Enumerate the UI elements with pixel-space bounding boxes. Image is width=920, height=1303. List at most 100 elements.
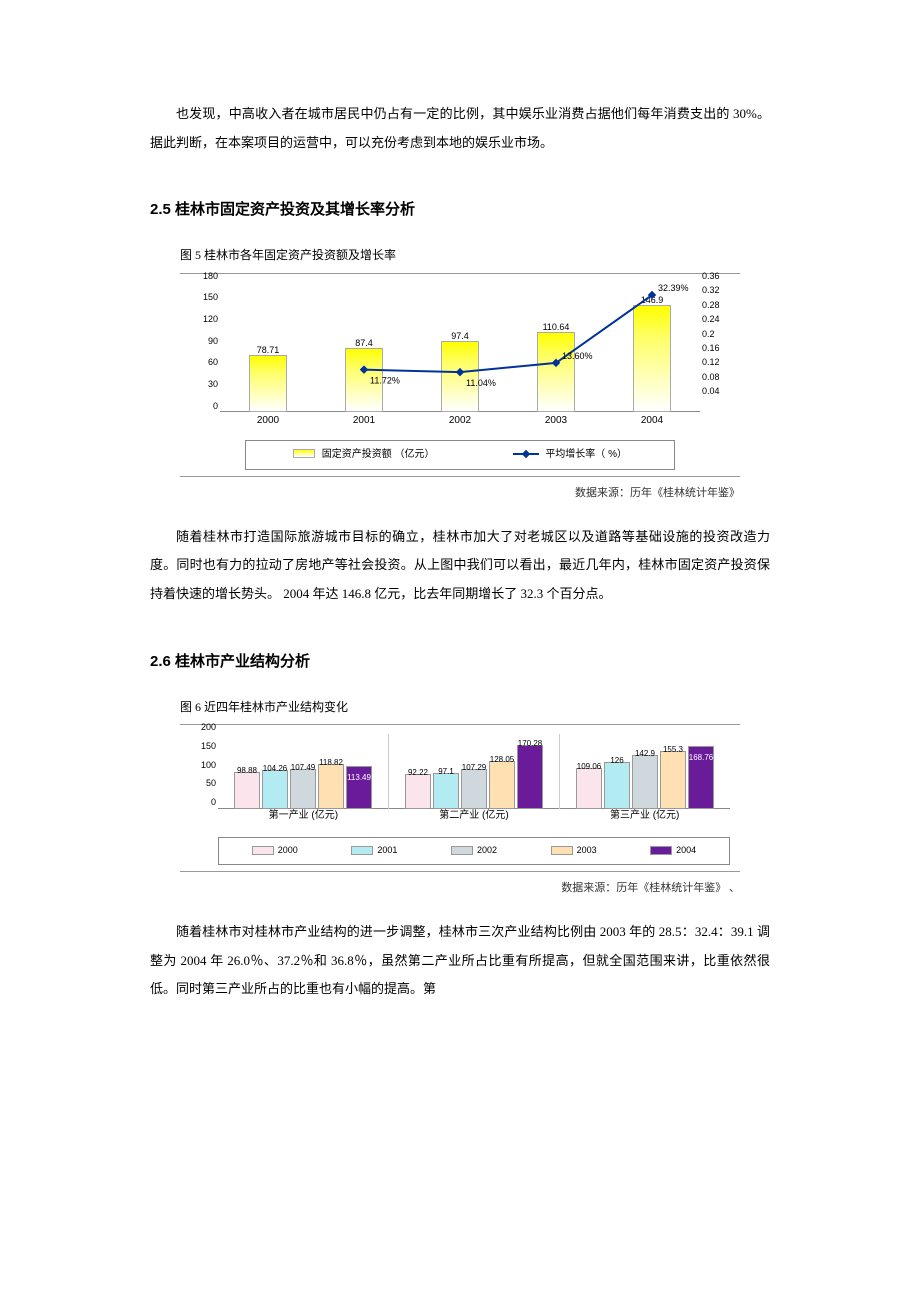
chart-2-bar-label: 168.76 [689,749,713,767]
chart-1-left-y-axis: 0306090120150180 [190,282,218,412]
chart-2-legend-label: 2000 [278,845,298,855]
chart-2-bar: 155.3 [660,751,686,809]
chart-1-bar: 78.71 [249,355,287,412]
legend-bar-item: 固定资产投资额 （亿元） [293,444,435,466]
chart-2-bar-label: 92.22 [408,764,428,782]
chart-2-bar-label: 98.88 [237,762,257,780]
chart-2-group: 98.88104.26107.49118.82113.49 [218,734,389,809]
chart-2-x-tick: 第三产业 (亿元) [559,805,730,827]
chart-1-x-tick: 2000 [257,410,279,432]
chart-2-bar: 118.82 [318,764,344,809]
chart-2-legend-label: 2004 [676,845,696,855]
chart-2-legend-item: 2003 [551,841,597,861]
chart-2-bar: 128.05 [489,761,515,809]
chart-2-legend-label: 2002 [477,845,497,855]
chart-2-y-axis: 050100150200 [190,733,216,808]
chart-2-bar: 109.06 [576,768,602,809]
chart-1-bar: 97.4 [441,341,479,411]
chart-1-yl-tick: 150 [190,288,218,308]
chart-2-y-tick: 50 [190,774,216,794]
figure-6-title: 图 6 近四年桂林市产业结构变化 [180,694,770,720]
chart-2-data-source: 数据来源：历年《桂林统计年鉴》 、 [150,876,740,900]
chart-2-bar-label: 142.9 [635,745,655,763]
chart-1-yl-tick: 0 [190,397,218,417]
chart-1-yr-tick: 0.36 [702,267,732,287]
chart-2-bar-label: 170.28 [518,735,542,753]
chart-2-bar: 98.88 [234,772,260,809]
chart-1-legend: 固定资产投资额 （亿元） 平均增长率（ %） [245,440,675,470]
chart-2-legend-item: 2004 [650,841,696,861]
chart-2-x-tick: 第一产业 (亿元) [218,805,389,827]
chart-2-y-tick: 150 [190,737,216,757]
chart-1-bar-rect [249,355,287,412]
chart-1-data-source: 数据来源：历年《桂林统计年鉴》 [150,481,740,505]
chart-2-group: 109.06126142.9155.3168.76 [560,734,730,809]
section-2-5-paragraph: 随着桂林市打造国际旅游城市目标的确立，桂林市加大了对老城区以及道路等基础设施的投… [150,523,770,609]
chart-1-x-tick: 2002 [449,410,471,432]
chart-1-x-tick: 2004 [641,410,663,432]
chart-1-yl-tick: 60 [190,353,218,373]
chart-2-legend-swatch [252,846,274,855]
chart-2-bar: 170.28 [517,745,543,809]
chart-2-bar-label: 126 [610,752,623,770]
chart-2-bar: 92.22 [405,774,431,809]
chart-1-bar-label: 97.4 [451,327,469,347]
chart-1-bar: 110.64 [537,332,575,412]
chart-2-legend-swatch [451,846,473,855]
chart-2-x-ticks: 第一产业 (亿元)第二产业 (亿元)第三产业 (亿元) [218,805,730,827]
chart-1-bar-rect [441,341,479,411]
chart-2-bar: 104.26 [262,770,288,809]
chart-2-bar-label: 107.49 [291,759,315,777]
chart-1-bar-label: 110.64 [543,318,570,338]
chart-1-yl-tick: 90 [190,332,218,352]
chart-1-frame: 0306090120150180 0.040.080.120.160.20.24… [180,273,740,477]
chart-2-bar: 113.49 [346,766,372,809]
chart-2-y-tick: 200 [190,718,216,738]
intro-paragraph: 也发现，中高收入者在城市居民中仍占有一定的比例，其中娱乐业消费占据他们每年消费支… [150,100,770,157]
chart-2-bar: 107.29 [461,769,487,809]
chart-1-x-tick: 2003 [545,410,567,432]
chart-1-yl-tick: 180 [190,267,218,287]
chart-2-x-tick: 第二产业 (亿元) [389,805,560,827]
chart-2-group: 92.2297.1107.29128.05170.28 [389,734,560,809]
chart-2-groups: 98.88104.26107.49118.82113.4992.2297.110… [218,734,730,809]
chart-1-bars: 78.71 87.4 97.4 110.64 146.9 [220,282,700,412]
chart-2-bar-label: 128.05 [490,751,514,769]
chart-2-bar: 126 [604,762,630,809]
chart-2-frame: 050100150200 98.88104.26107.49118.82113.… [180,724,740,872]
chart-2-bar-label: 97.1 [438,763,454,781]
chart-2-bar: 107.49 [290,769,316,809]
chart-1-bar-rect [633,305,671,411]
section-2-6-title: 2.6 桂林市产业结构分析 [150,645,770,678]
chart-1-bar-label: 78.71 [257,341,280,361]
chart-1-x-tick: 2001 [353,410,375,432]
legend-bar-swatch [293,449,315,458]
chart-2-plot: 050100150200 98.88104.26107.49118.82113.… [218,733,730,833]
chart-1-right-y-axis: 0.040.080.120.160.20.240.280.320.36 [702,282,732,412]
legend-line-label: 平均增长率（ %） [545,449,627,460]
chart-2-bar-label: 109.06 [577,758,601,776]
chart-2-legend-item: 2002 [451,841,497,861]
section-2-5-title: 2.5 桂林市固定资产投资及其增长率分析 [150,193,770,226]
chart-1-bar-rect [345,348,383,411]
chart-2-bar-label: 107.29 [462,759,486,777]
chart-2-legend-label: 2003 [577,845,597,855]
figure-5-title: 图 5 桂林市各年固定资产投资额及增长率 [180,242,770,268]
legend-line-item: 平均增长率（ %） [513,444,627,466]
chart-2-bar: 97.1 [433,773,459,809]
chart-2-bar: 168.76 [688,746,714,809]
chart-1-bar-label: 87.4 [355,334,373,354]
chart-1-yl-tick: 120 [190,310,218,330]
chart-2-legend-swatch [650,846,672,855]
chart-2-bar-label: 155.3 [663,741,683,759]
chart-2-bar-label: 118.82 [319,754,343,772]
chart-1-bar-label: 146.9 [641,291,664,311]
chart-2-legend-label: 2001 [377,845,397,855]
chart-2-bar-label: 113.49 [347,769,371,787]
chart-1-bar: 146.9 [633,305,671,411]
chart-2-y-tick: 0 [190,793,216,813]
legend-line-swatch [513,453,539,455]
section-2-6-paragraph: 随着桂林市对桂林市产业结构的进一步调整，桂林市三次产业结构比例由 2003 年的… [150,918,770,1004]
chart-1-yl-tick: 30 [190,375,218,395]
chart-2-bar-label: 104.26 [263,760,287,778]
